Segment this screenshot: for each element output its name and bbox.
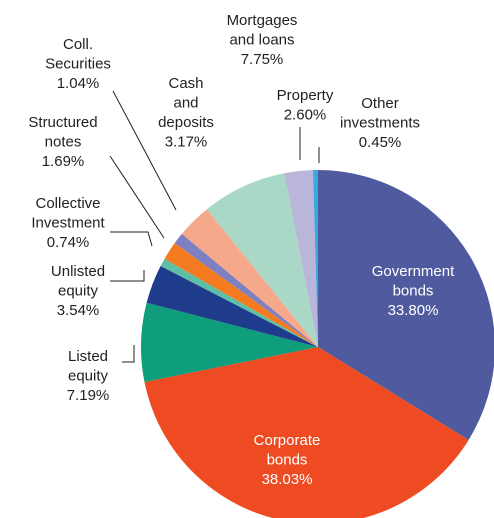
labels: Government bonds 33.80% Corporate bonds 38.03… [28, 12, 455, 488]
leader-line [109, 155, 165, 239]
slice-label: Property [277, 87, 334, 104]
value-label: 3.17% [165, 133, 208, 150]
value-label: 0.45% [359, 134, 402, 151]
value-label: 1.04% [57, 75, 100, 92]
pie-slice [144, 347, 469, 518]
value-label: 0.74% [47, 234, 90, 251]
pie-slice [312, 170, 318, 347]
pie-slice [140, 302, 318, 383]
slice-label: Cash and deposits [158, 75, 214, 131]
pie-slice [164, 243, 318, 347]
value-label: 2.60% [284, 106, 327, 123]
value-label: 7.19% [67, 387, 110, 404]
slice-label: Listed equity [68, 348, 109, 385]
slice-label: Unlisted equity [51, 263, 105, 300]
leader-line [122, 345, 135, 363]
slice-label: Coll. Securities [45, 36, 111, 73]
value-label: 38.03% [262, 471, 313, 488]
value-label: 7.75% [241, 51, 284, 68]
pie-slice [174, 233, 318, 347]
value-label: 1.69% [42, 153, 85, 170]
slice-label: Other investments [340, 95, 420, 132]
slice-label: Corporate bonds [254, 432, 321, 469]
slice-label: Government bonds [372, 263, 455, 300]
leader-line [110, 270, 145, 282]
pie-slice [181, 209, 318, 347]
pie-slice [146, 266, 318, 347]
pie-slice [318, 170, 494, 440]
pie-slice [206, 173, 318, 347]
leader-line [110, 231, 153, 247]
leader-line [112, 90, 177, 211]
slice-label: Mortgages and loans [227, 12, 298, 49]
pie [140, 170, 494, 518]
value-label: 33.80% [388, 302, 439, 319]
slice-label: Structured notes [28, 114, 97, 151]
leader-lines [109, 90, 320, 363]
pie-slice [284, 170, 318, 347]
pie-slice [160, 258, 318, 347]
value-label: 3.54% [57, 302, 100, 319]
slice-label: Collective Investment [31, 195, 105, 232]
